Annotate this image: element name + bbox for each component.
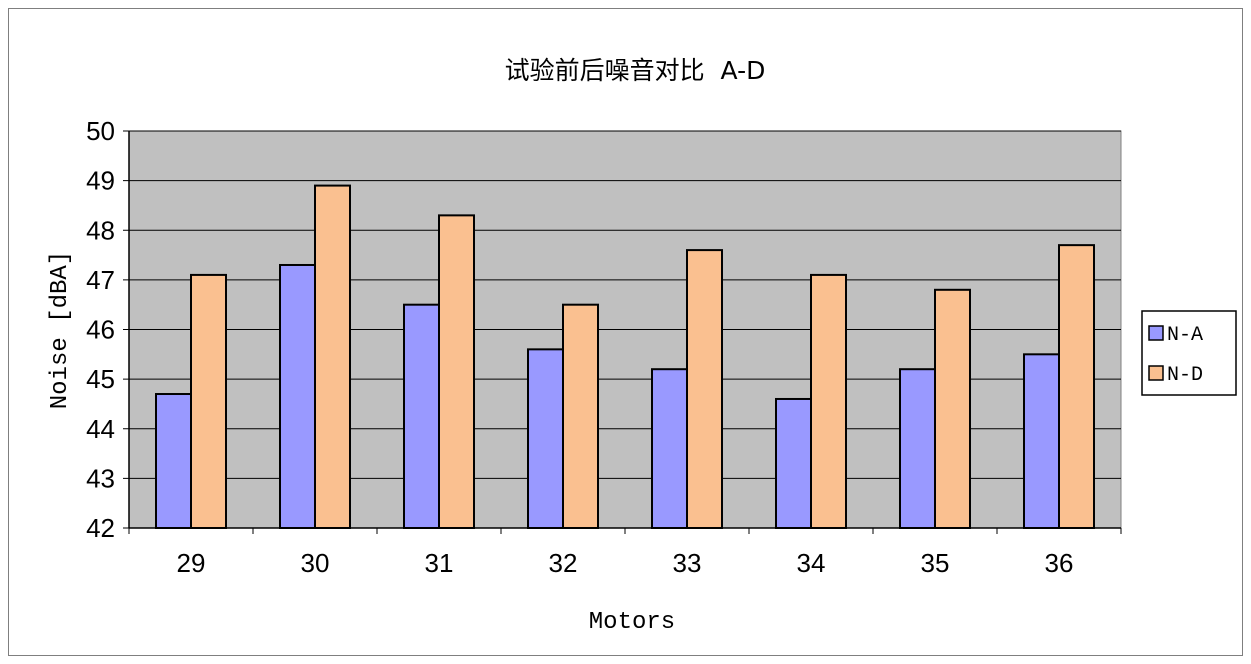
y-tick-label: 50 (86, 116, 115, 146)
legend-label: N-D (1167, 364, 1203, 387)
bar-n-d-36 (1058, 244, 1095, 529)
x-tick-label: 34 (797, 548, 826, 578)
y-tick-label: 47 (86, 265, 115, 295)
x-tick-label: 32 (549, 548, 578, 578)
y-tick-label: 44 (86, 414, 115, 444)
bar-n-d-33 (686, 249, 723, 529)
x-tick-label: 35 (921, 548, 950, 578)
bar-n-a-34 (775, 397, 812, 529)
bar-n-d-31 (438, 214, 475, 530)
legend-swatch-n-d (1148, 365, 1164, 381)
bar-n-a-30 (279, 263, 316, 529)
bar-n-d-30 (314, 184, 351, 529)
y-tick-label: 42 (86, 513, 115, 543)
chart-title: 试验前后噪音对比 A-D (505, 56, 766, 85)
bar-n-a-32 (527, 348, 564, 529)
bar-n-d-29 (190, 273, 227, 529)
y-tick-label: 49 (86, 166, 115, 196)
bar-n-d-32 (562, 303, 599, 529)
x-tick-label: 30 (301, 548, 330, 578)
y-axis-label: Noise [dBA] (47, 251, 74, 409)
x-axis-label: Motors (589, 609, 675, 636)
x-tick-label: 31 (425, 548, 454, 578)
legend: N-A N-D (1141, 310, 1237, 396)
bar-n-a-33 (651, 368, 688, 530)
bar-n-a-29 (155, 393, 192, 530)
y-tick-label: 43 (86, 463, 115, 493)
legend-swatch-n-a (1148, 325, 1164, 341)
legend-label: N-A (1167, 324, 1203, 347)
x-tick-label: 33 (673, 548, 702, 578)
bar-n-a-35 (899, 368, 936, 530)
axes (123, 130, 1122, 534)
bar-n-a-31 (403, 303, 440, 529)
y-tick-label: 45 (86, 364, 115, 394)
bar-n-d-35 (934, 288, 971, 529)
x-tick-label: 29 (177, 548, 206, 578)
bar-n-d-34 (810, 273, 847, 529)
y-tick-label: 46 (86, 315, 115, 345)
y-tick-label: 48 (86, 215, 115, 245)
bar-n-a-36 (1023, 353, 1060, 529)
legend-box (1141, 310, 1237, 396)
x-tick-label: 36 (1045, 548, 1074, 578)
x-tick-labels: 29 30 31 32 33 34 35 36 (177, 548, 1074, 578)
y-tick-labels: 42 43 44 45 46 47 48 49 50 (86, 116, 115, 543)
bars (155, 184, 1095, 530)
